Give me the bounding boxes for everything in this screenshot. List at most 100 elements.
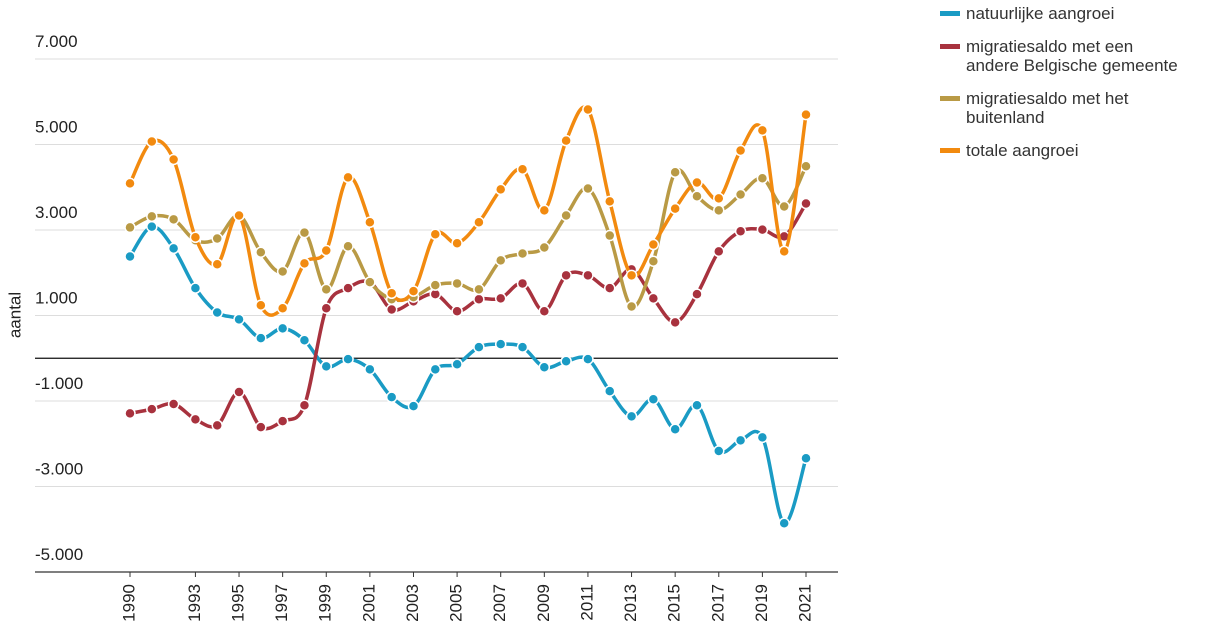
y-tick-label: 7.000: [35, 32, 78, 51]
data-point: [516, 163, 529, 176]
data-point: [734, 144, 747, 157]
data-point: [167, 213, 180, 226]
data-point: [451, 305, 463, 317]
data-point: [146, 210, 158, 223]
x-tick-label: 2015: [665, 584, 684, 622]
data-point: [146, 135, 158, 148]
data-point: [385, 287, 398, 300]
data-point: [494, 254, 507, 267]
legend-label: migratiesaldo met het buitenland: [966, 89, 1129, 127]
data-point: [582, 353, 594, 365]
data-point: [560, 134, 572, 147]
data-point: [778, 200, 790, 213]
data-point: [691, 176, 703, 189]
data-point: [734, 188, 747, 201]
data-point: [124, 250, 136, 263]
data-point: [385, 391, 398, 403]
data-point: [189, 231, 202, 244]
x-tick-label: 2021: [795, 584, 814, 622]
x-tick-label: 1999: [316, 584, 335, 622]
data-point: [625, 410, 638, 423]
data-point: [516, 341, 529, 353]
data-point: [713, 204, 725, 217]
series-line: [128, 224, 808, 526]
data-point: [233, 386, 245, 398]
data-point: [276, 322, 289, 335]
data-point: [473, 283, 485, 296]
data-point: [494, 183, 507, 196]
data-point: [560, 209, 572, 222]
y-tick-label: 1.000: [35, 289, 78, 308]
data-point: [451, 237, 463, 250]
legend-swatch: [940, 44, 960, 49]
x-tick-label: 2011: [577, 584, 596, 621]
x-tick-label: 2019: [752, 584, 771, 622]
data-point: [298, 399, 311, 412]
data-point: [647, 238, 660, 251]
data-point: [167, 153, 180, 166]
x-tick-label: 2001: [359, 584, 378, 622]
data-point: [189, 413, 202, 426]
y-tick-label: -1.000: [35, 374, 83, 393]
data-point: [603, 385, 616, 397]
data-point: [342, 240, 354, 252]
data-point: [276, 415, 289, 427]
x-tick-label: 2003: [403, 584, 422, 622]
data-point: [255, 246, 267, 258]
data-point: [756, 431, 769, 444]
data-point: [647, 255, 660, 267]
data-point: [298, 226, 311, 239]
x-tick-label: 2007: [490, 584, 509, 622]
data-point: [713, 192, 725, 205]
x-tick-label: 2017: [708, 584, 727, 622]
data-point: [255, 299, 267, 311]
data-point: [800, 160, 812, 173]
data-point: [756, 124, 769, 137]
legend-label: natuurlijke aangroei: [966, 4, 1115, 23]
data-point: [211, 232, 223, 245]
x-tick-label: 2005: [447, 584, 466, 622]
data-point: [167, 242, 180, 255]
data-point: [603, 282, 616, 294]
x-tick-label: 1997: [272, 584, 291, 622]
data-point: [124, 177, 136, 190]
data-point: [691, 288, 703, 300]
data-point: [429, 228, 442, 241]
data-point: [778, 245, 790, 258]
data-point: [211, 258, 223, 270]
data-point: [538, 241, 551, 254]
data-point: [364, 276, 376, 288]
data-point: [233, 313, 245, 326]
data-point: [124, 407, 136, 420]
data-point: [473, 293, 485, 306]
data-point: [538, 204, 551, 217]
legend-item: migratiesaldo met een andere Belgische g…: [940, 37, 1210, 75]
legend-swatch: [940, 148, 960, 153]
data-point: [276, 302, 289, 314]
data-point: [582, 269, 594, 282]
data-point: [713, 445, 725, 457]
data-point: [320, 244, 333, 257]
data-point: [582, 182, 594, 195]
data-point: [342, 353, 354, 365]
data-point: [211, 419, 223, 432]
data-point: [800, 197, 812, 210]
data-point: [756, 172, 769, 185]
data-point: [429, 363, 442, 376]
data-point: [124, 221, 136, 234]
data-point: [625, 300, 638, 313]
data-point: [233, 209, 245, 222]
data-point: [669, 316, 681, 329]
y-tick-label: 5.000: [35, 118, 78, 137]
legend: natuurlijke aangroei migratiesaldo met ee…: [940, 4, 1210, 174]
data-point: [560, 355, 572, 367]
x-tick-label: 2013: [621, 584, 640, 622]
data-point: [429, 279, 442, 291]
data-point: [516, 247, 529, 260]
data-point: [778, 517, 790, 530]
data-point: [211, 306, 223, 319]
data-point: [494, 338, 507, 350]
legend-item: natuurlijke aangroei: [940, 4, 1210, 23]
chart: aantal -5.000 -3.000 -1.000 1.000 3.000 5.000…: [5, 32, 838, 622]
